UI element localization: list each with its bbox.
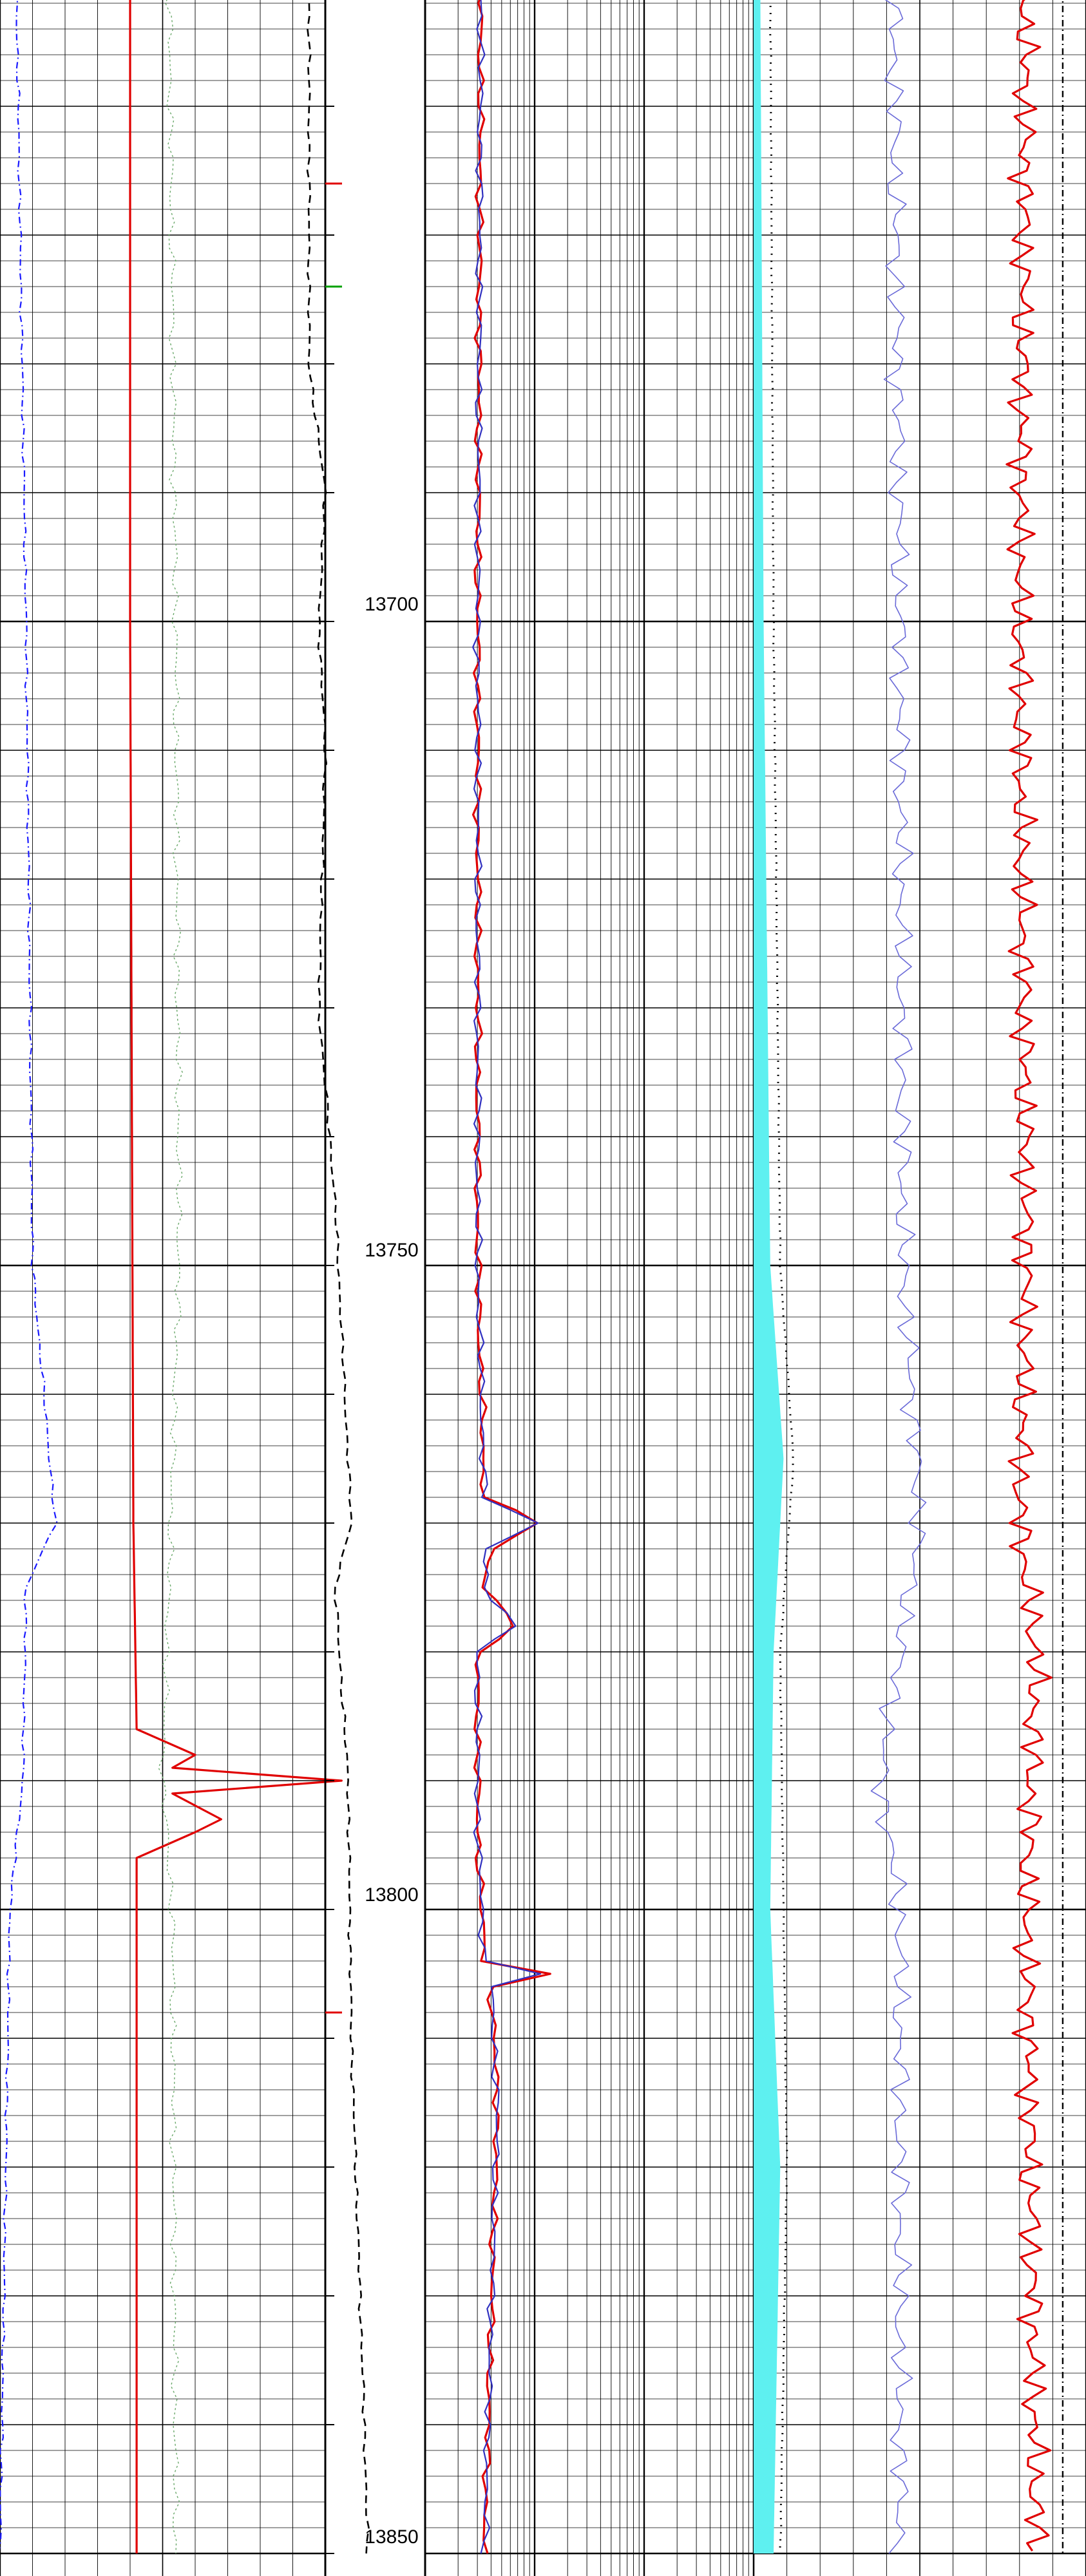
track2-series-0-line	[472, 0, 551, 2554]
depth-label-13850: 13850	[365, 2526, 418, 2548]
track1-series-0-line	[129, 0, 343, 2553]
depth-track: 13700 13750 13800 13850	[324, 0, 426, 2576]
track2-series-1-line	[472, 0, 542, 2554]
depth-label-13800: 13800	[365, 1884, 418, 1906]
track3-series-2-line	[870, 0, 927, 2554]
fill-areas	[754, 0, 784, 2553]
track3-series-3-line	[1005, 0, 1053, 2552]
depth-label-13700: 13700	[365, 594, 418, 615]
track3-series-0-fill	[754, 0, 784, 2553]
track1-series-3-line	[0, 0, 58, 2550]
track1-series-1-line	[306, 0, 370, 2554]
depth-label-13750: 13750	[365, 1240, 418, 1261]
